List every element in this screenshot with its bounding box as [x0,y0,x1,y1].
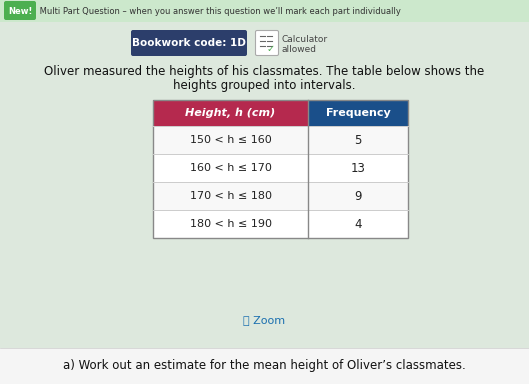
Bar [308,182,408,210]
Bar [153,100,308,126]
Text: 170 < h ≤ 180: 170 < h ≤ 180 [189,191,271,201]
Bar [153,210,308,238]
FancyBboxPatch shape [131,30,247,56]
Bar [153,126,308,154]
FancyBboxPatch shape [256,30,278,56]
Text: ✓: ✓ [267,44,275,54]
Bar [308,126,408,154]
Bar [308,210,408,238]
Bar [153,182,308,210]
Text: a) Work out an estimate for the mean height of Oliver’s classmates.: a) Work out an estimate for the mean hei… [62,359,466,372]
Text: heights grouped into intervals.: heights grouped into intervals. [173,79,355,93]
Bar [153,100,408,238]
Bar [0,348,529,384]
Text: Bookwork code: 1D: Bookwork code: 1D [132,38,246,48]
Bar [308,154,408,182]
Text: Multi Part Question – when you answer this question we’ll mark each part individ: Multi Part Question – when you answer th… [37,7,401,15]
Text: 150 < h ≤ 160: 150 < h ≤ 160 [189,135,271,145]
Bar [308,100,408,126]
Text: 🔍 Zoom: 🔍 Zoom [243,315,285,325]
Text: 160 < h ≤ 170: 160 < h ≤ 170 [189,163,271,173]
Text: Oliver measured the heights of his classmates. The table below shows the: Oliver measured the heights of his class… [44,66,484,78]
Bar [0,0,529,22]
Text: 4: 4 [354,217,362,230]
Bar [153,154,308,182]
Text: Height, ℎ (cm): Height, ℎ (cm) [185,108,276,118]
FancyBboxPatch shape [4,1,36,20]
Text: 180 < h ≤ 190: 180 < h ≤ 190 [189,219,271,229]
Text: Frequency: Frequency [326,108,390,118]
Text: 5: 5 [354,134,362,147]
Text: allowed: allowed [282,45,317,53]
Text: New!: New! [8,7,32,15]
Text: 9: 9 [354,189,362,202]
Text: 13: 13 [351,162,366,174]
Text: Calculator: Calculator [282,35,328,43]
